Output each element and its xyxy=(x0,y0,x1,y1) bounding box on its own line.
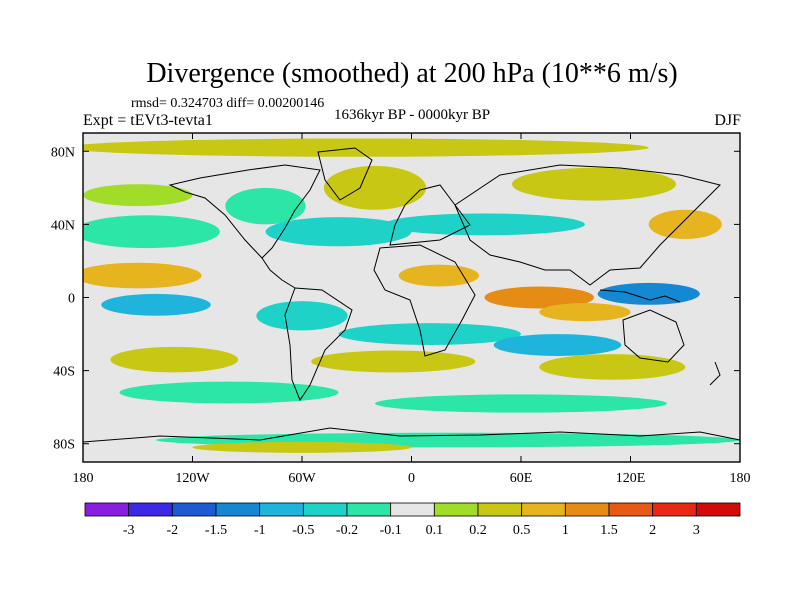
anomaly-east-asia-positive xyxy=(648,209,722,239)
season-label: DJF xyxy=(714,112,741,129)
anomaly-arctic-positive xyxy=(83,138,649,157)
anomaly-antarctic-positive xyxy=(192,441,412,453)
colorbar-swatch xyxy=(390,502,435,517)
y-tick-label: 40S xyxy=(53,365,75,380)
colorbar-swatch xyxy=(695,502,741,517)
anomaly-n-atlantic-negative xyxy=(265,217,412,247)
chart-title: Divergence (smoothed) at 200 hPa (10**6 … xyxy=(146,58,677,89)
colorbar-label: -1 xyxy=(254,523,266,538)
anomaly-eurasia-negative xyxy=(384,213,585,236)
anomaly-indian-positive xyxy=(484,286,594,309)
colorbar-label: -1.5 xyxy=(205,523,227,538)
colorbar-label: -0.5 xyxy=(292,523,314,538)
asia-coast xyxy=(454,164,721,286)
colorbar-swatch xyxy=(608,502,654,517)
x-tick-label: 120W xyxy=(175,471,210,486)
antarctica-coast xyxy=(83,427,740,443)
anomaly-n-atlantic-positive xyxy=(323,165,427,210)
colorbar-swatch xyxy=(215,502,261,517)
colorbar-label: 1 xyxy=(562,523,569,538)
coastlines xyxy=(83,147,740,443)
anomaly-southern-ocean-negative xyxy=(375,394,667,413)
new-zealand-coast xyxy=(709,361,721,386)
indonesia-coast xyxy=(599,289,681,303)
europe-coast xyxy=(389,184,471,246)
colorbar-label: 2 xyxy=(649,523,656,538)
colorbar-swatch xyxy=(128,502,173,517)
colorbar-swatch xyxy=(346,502,392,517)
colorbar-label: -0.1 xyxy=(380,523,402,538)
anomaly-s-pacific-positive xyxy=(110,346,239,373)
colorbar-swatch xyxy=(564,502,610,517)
colorbar-label: 1.5 xyxy=(600,523,618,538)
colorbar-label: 3 xyxy=(693,523,700,538)
anomaly-n-america-negative xyxy=(225,187,306,225)
greenland-coast xyxy=(317,147,373,201)
australia-coast xyxy=(622,309,685,363)
x-tick-label: 180 xyxy=(730,471,751,486)
anomaly-s-indian-negative xyxy=(493,334,622,356)
anomaly-s-indian-positive xyxy=(539,354,686,380)
x-tick-label: 60E xyxy=(510,471,533,486)
period-label: 1636kyr BP - 0000kyr BP xyxy=(334,107,490,123)
anomaly-n-pacific-positive xyxy=(83,184,193,207)
x-tick-label: 0 xyxy=(408,471,415,486)
experiment-label: Expt = tEVt3-tevta1 xyxy=(83,112,213,129)
anomaly-africa-positive xyxy=(398,264,480,287)
colorbar-swatch xyxy=(259,502,304,517)
colorbar-label: 0.2 xyxy=(469,523,487,538)
anomaly-n-pacific-negative xyxy=(83,215,220,249)
colorbar-swatch xyxy=(652,502,697,517)
central-america-coast xyxy=(261,257,296,289)
stats-line: rmsd= 0.324703 diff= 0.00200146 xyxy=(131,96,324,111)
colorbar-swatch xyxy=(477,502,523,517)
x-tick-label: 60W xyxy=(288,471,316,486)
colorbar-label: -2 xyxy=(166,523,178,538)
colorbar-label: 0.5 xyxy=(513,523,531,538)
anomaly-se-indian-positive xyxy=(539,302,631,322)
anomaly-subtropic-pacific-positive xyxy=(83,262,202,289)
colorbar-swatch xyxy=(302,502,348,517)
anomaly-south-america-negative xyxy=(256,301,348,331)
south-america-coast xyxy=(284,287,353,402)
anomaly-s-atlantic-negative xyxy=(338,323,521,346)
anomaly-s-atlantic-positive xyxy=(311,350,476,373)
anomaly-tropic-pacific-negative xyxy=(101,293,211,316)
y-tick-label: 0 xyxy=(68,292,75,307)
colorbar-label: -3 xyxy=(123,523,135,538)
colorbar-label: -0.2 xyxy=(336,523,358,538)
colorbar-label: 0.1 xyxy=(426,523,444,538)
x-tick-label: 180 xyxy=(73,471,94,486)
x-tick-label: 120E xyxy=(616,471,646,486)
africa-coast xyxy=(373,244,476,357)
colorbar-swatch xyxy=(171,502,217,517)
y-tick-label: 80S xyxy=(53,438,75,453)
colorbar-swatch xyxy=(84,502,130,517)
y-tick-label: 80N xyxy=(51,145,75,160)
anomaly-siberia-positive xyxy=(511,167,677,201)
colorbar-swatch xyxy=(433,502,479,517)
colorbar-swatch xyxy=(521,502,566,517)
y-tick-label: 40N xyxy=(51,218,75,233)
anomaly-s-pacific-negative xyxy=(119,381,339,404)
anomaly-indonesia-negative xyxy=(597,282,700,305)
